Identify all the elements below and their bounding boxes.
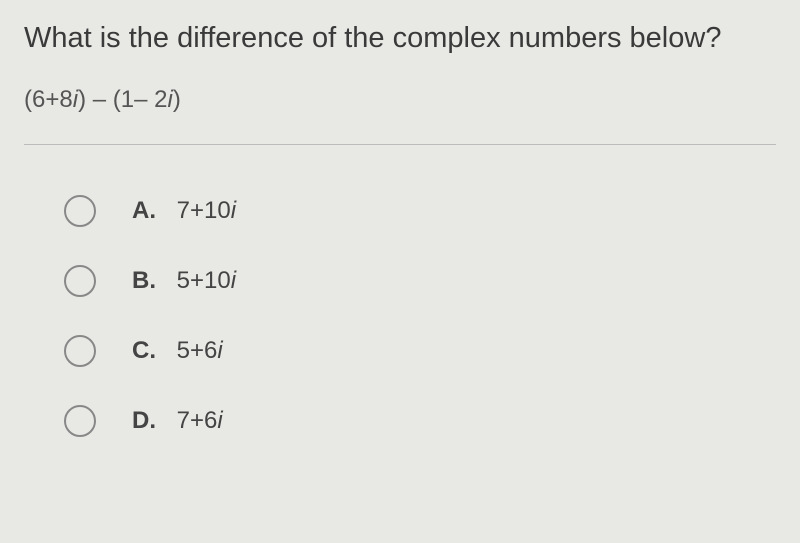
option-letter: D. (132, 407, 156, 434)
radio-a[interactable] (64, 195, 96, 227)
question-expression: (6+8i) – (1– 2i) (24, 86, 776, 114)
section-divider (24, 144, 776, 145)
imaginary-unit: i (73, 86, 78, 113)
imaginary-unit: i (167, 86, 172, 113)
option-imag: 6 (204, 407, 217, 434)
option-letter: B. (132, 267, 156, 294)
option-b-label: B. 5+10i (132, 267, 236, 295)
imaginary-unit: i (231, 267, 236, 294)
option-real: 5 (177, 337, 190, 364)
radio-c[interactable] (64, 335, 96, 367)
expr-first-imag: 8 (59, 86, 72, 113)
option-a-label: A. 7+10i (132, 197, 236, 225)
option-a[interactable]: A. 7+10i (64, 195, 776, 227)
options-container: A. 7+10i B. 5+10i C. 5+6i D. 7+6i (24, 195, 776, 437)
option-d-label: D. 7+6i (132, 407, 223, 435)
radio-d[interactable] (64, 405, 96, 437)
option-real: 7 (177, 197, 190, 224)
radio-b[interactable] (64, 265, 96, 297)
option-real: 5 (177, 267, 190, 294)
option-d[interactable]: D. 7+6i (64, 405, 776, 437)
option-imag: 10 (204, 197, 231, 224)
option-letter: C. (132, 337, 156, 364)
option-b[interactable]: B. 5+10i (64, 265, 776, 297)
imaginary-unit: i (217, 337, 222, 364)
expr-second-real: 1 (121, 86, 134, 113)
question-prompt: What is the difference of the complex nu… (24, 20, 776, 58)
option-imag: 10 (204, 267, 231, 294)
expr-first-real: 6 (32, 86, 45, 113)
imaginary-unit: i (231, 197, 236, 224)
imaginary-unit: i (217, 407, 222, 434)
expr-second-imag: 2 (154, 86, 167, 113)
option-c-label: C. 5+6i (132, 337, 223, 365)
option-imag: 6 (204, 337, 217, 364)
option-c[interactable]: C. 5+6i (64, 335, 776, 367)
option-letter: A. (132, 197, 156, 224)
option-real: 7 (177, 407, 190, 434)
